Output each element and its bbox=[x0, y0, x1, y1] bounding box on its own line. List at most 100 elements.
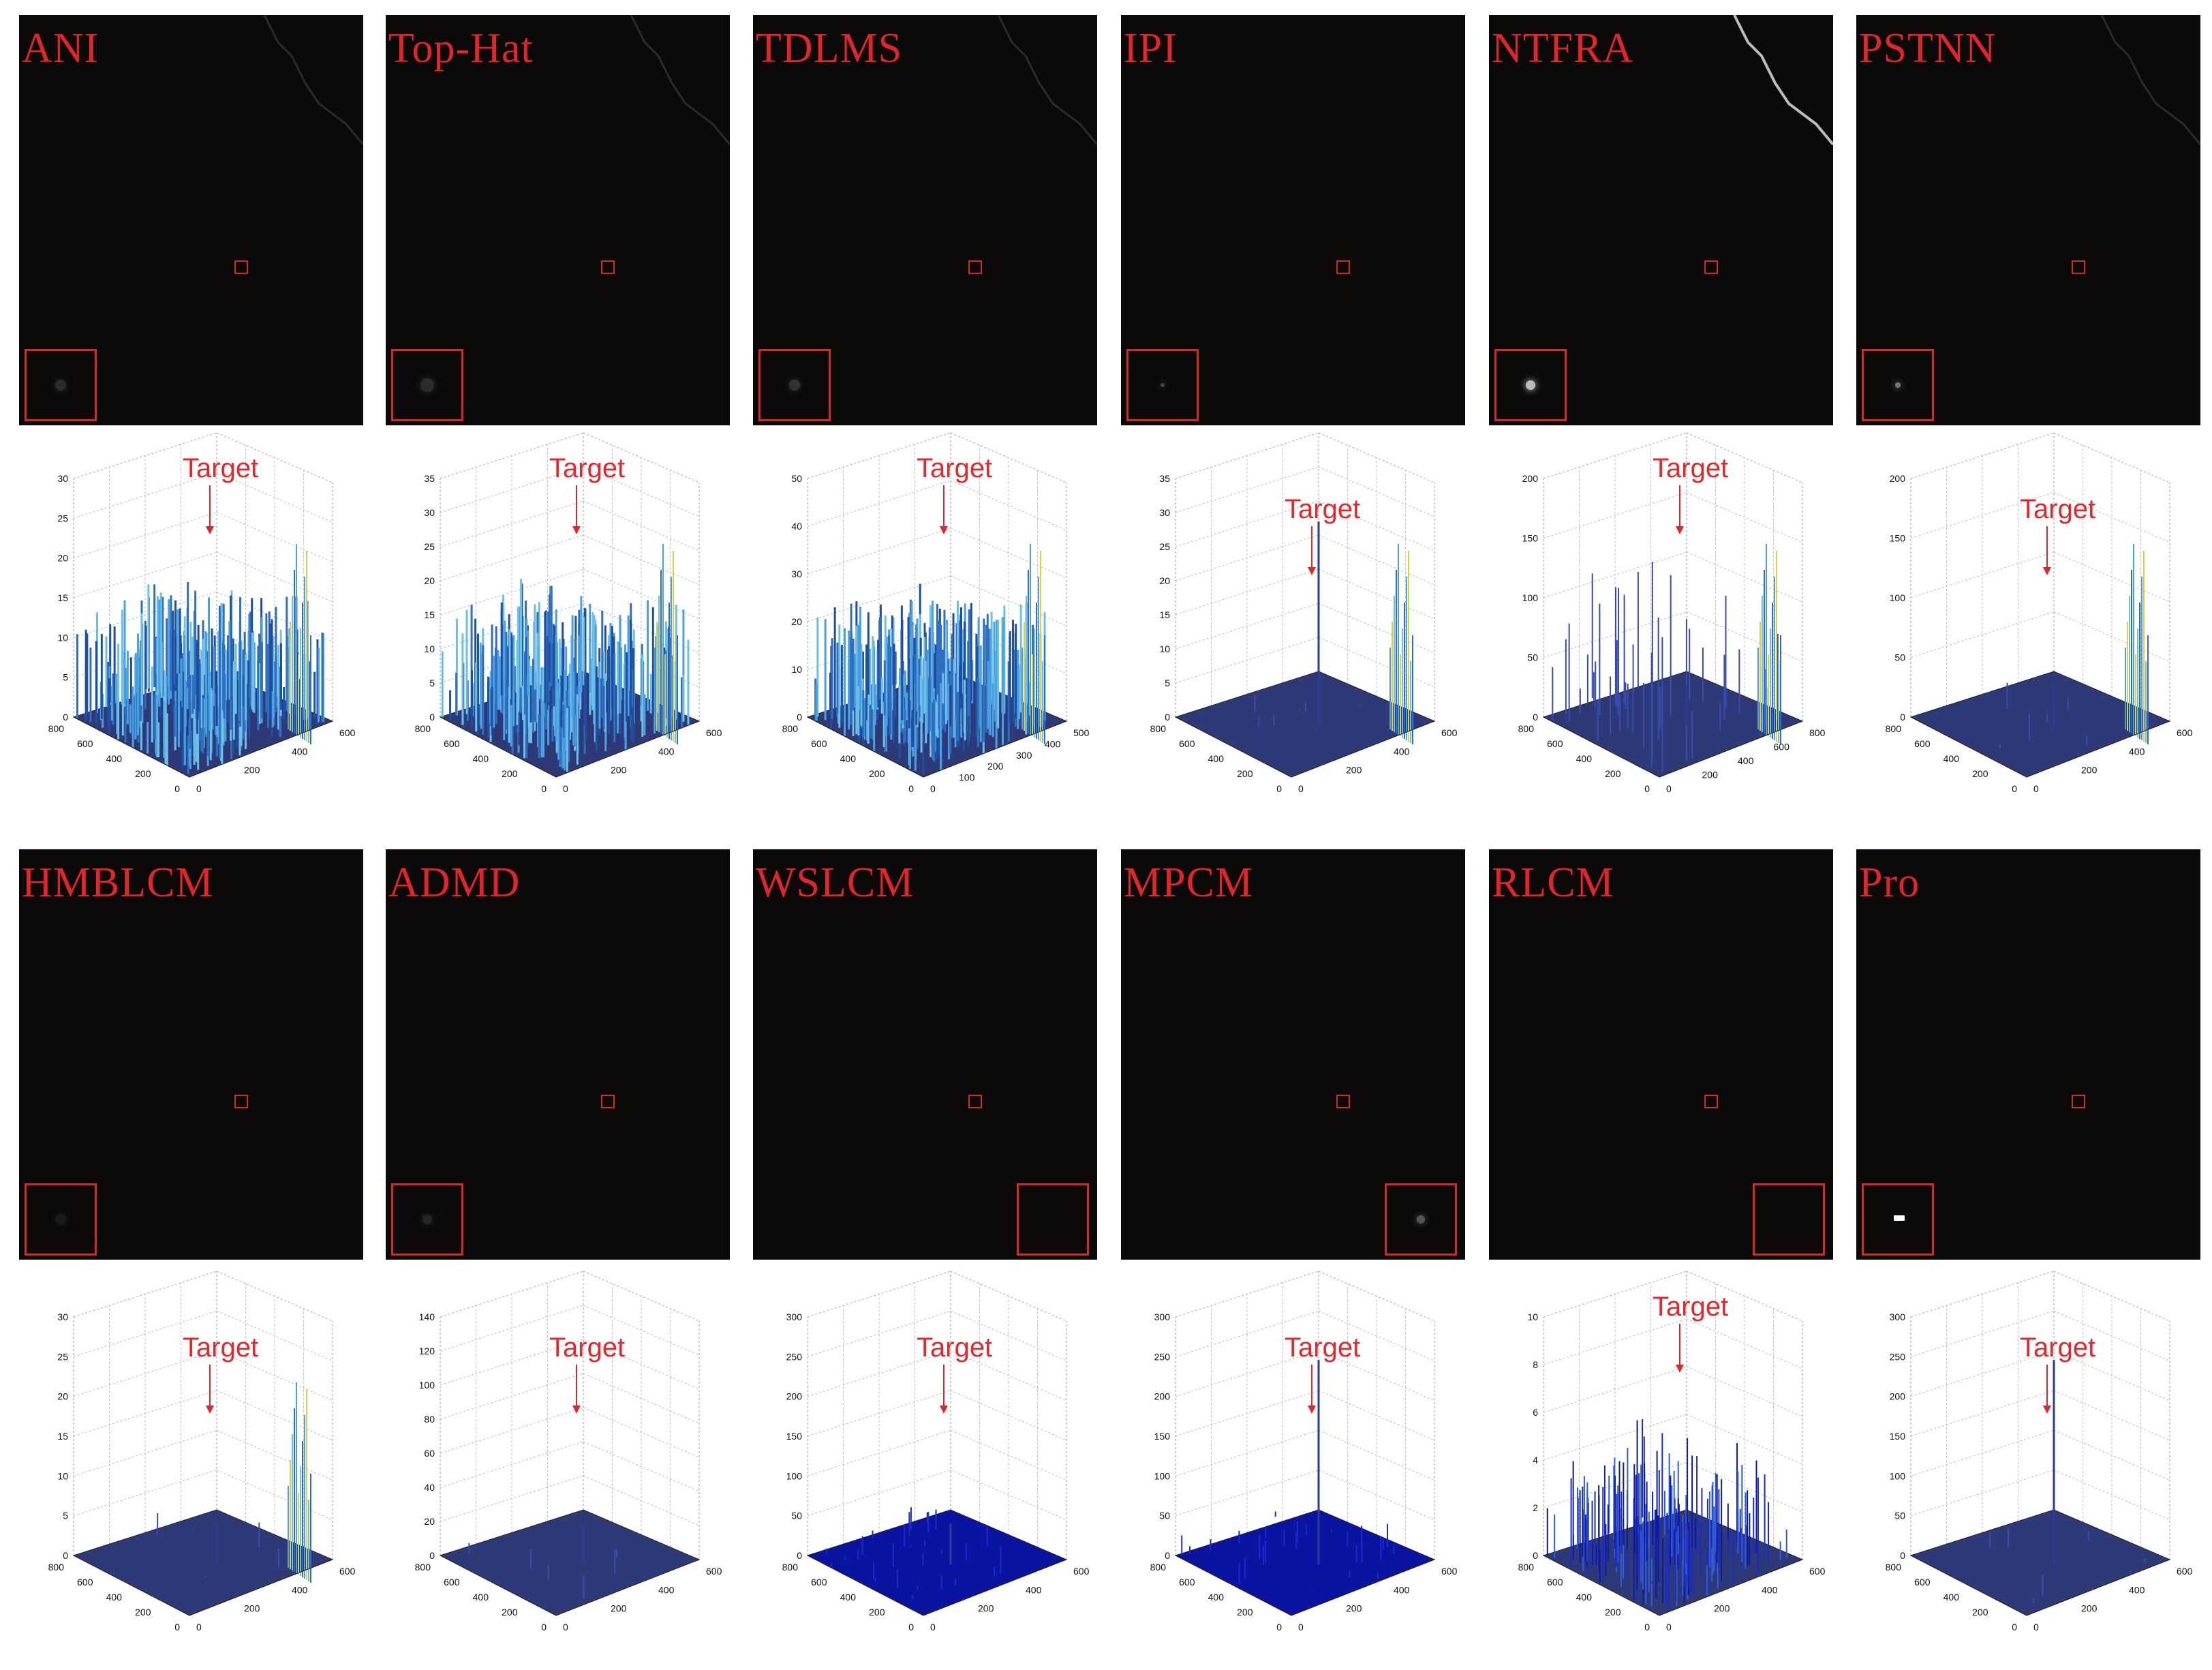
arrow-head bbox=[940, 526, 948, 534]
z-tick-label: 0 bbox=[1533, 1550, 1538, 1561]
x-tick-label: 400 bbox=[2129, 1584, 2145, 1595]
zoomed-inset-box bbox=[25, 349, 97, 421]
z-tick-label: 25 bbox=[57, 513, 68, 523]
y-tick-label: 600 bbox=[1179, 738, 1195, 749]
z-tick-label: 100 bbox=[786, 1470, 803, 1481]
x-tick-label: 600 bbox=[706, 1566, 722, 1577]
y-tick-label: 600 bbox=[444, 1577, 460, 1588]
target-spot bbox=[1417, 1215, 1425, 1224]
target-annotation: Target bbox=[917, 453, 992, 483]
x-tick-label: 200 bbox=[978, 1603, 994, 1614]
x-tick-label: 200 bbox=[611, 765, 627, 776]
x-tick-label: 200 bbox=[987, 761, 1004, 772]
z-tick-label: 15 bbox=[57, 1431, 68, 1442]
z-tick-label: 0 bbox=[1900, 1550, 1905, 1561]
z-tick-label: 300 bbox=[1890, 1311, 1906, 1322]
background-clutter bbox=[997, 15, 1097, 145]
z-tick-label: 50 bbox=[791, 1510, 802, 1521]
x-tick-label: 0 bbox=[1298, 1622, 1304, 1633]
x-tick-label: 0 bbox=[196, 783, 202, 794]
y-tick-label: 400 bbox=[106, 753, 123, 764]
target-annotation: Target bbox=[1653, 1292, 1728, 1322]
surface-plot-pstnn: 0 50 100 150 200 0 200 400 600 800 0 200 400 600 Targe… bbox=[1849, 432, 2211, 818]
y-tick-label: 0 bbox=[1276, 783, 1282, 794]
z-tick-label: 5 bbox=[63, 672, 68, 683]
z-tick-label: 2 bbox=[1533, 1502, 1538, 1513]
z-tick-label: 50 bbox=[1894, 652, 1905, 663]
y-tick-label: 400 bbox=[106, 1592, 123, 1603]
zoomed-inset-box bbox=[1862, 349, 1934, 421]
arrow-head bbox=[2043, 567, 2051, 575]
y-tick-label: 200 bbox=[1237, 768, 1253, 779]
background-clutter bbox=[263, 15, 363, 145]
zoomed-inset-box bbox=[25, 1183, 97, 1256]
x-tick-label: 0 bbox=[563, 783, 568, 794]
target-marker-box bbox=[2072, 1095, 2085, 1108]
x-tick-label: 600 bbox=[339, 1566, 356, 1577]
z-tick-label: 150 bbox=[786, 1431, 803, 1442]
x-tick-label: 600 bbox=[1809, 1566, 1826, 1577]
x-tick-label: 400 bbox=[658, 746, 675, 757]
z-tick-label: 150 bbox=[1522, 533, 1539, 544]
method-label: TDLMS bbox=[756, 25, 903, 72]
x-tick-label: 600 bbox=[1441, 1566, 1458, 1577]
x-tick-label: 200 bbox=[1714, 1603, 1730, 1614]
arrow-head bbox=[206, 1406, 214, 1414]
z-tick-label: 250 bbox=[1154, 1351, 1171, 1362]
x-tick-label: 600 bbox=[2177, 727, 2193, 738]
y-tick-label: 600 bbox=[811, 1577, 827, 1588]
y-tick-label: 200 bbox=[1237, 1607, 1253, 1618]
result-image-pstnn: PSTNN bbox=[1856, 15, 2200, 425]
result-image-rlcm: RLCM bbox=[1489, 849, 1833, 1260]
z-tick-label: 10 bbox=[57, 632, 68, 643]
x-tick-label: 100 bbox=[959, 772, 975, 783]
y-tick-label: 200 bbox=[1605, 1607, 1621, 1618]
zoomed-inset-box bbox=[1385, 1183, 1457, 1256]
z-tick-label: 200 bbox=[1522, 473, 1539, 484]
target-annotation: Target bbox=[2020, 1333, 2095, 1363]
z-tick-label: 25 bbox=[424, 541, 435, 552]
y-tick-label: 800 bbox=[1150, 723, 1167, 734]
y-tick-label: 800 bbox=[415, 723, 431, 734]
z-tick-label: 80 bbox=[424, 1414, 435, 1425]
y-tick-label: 800 bbox=[782, 723, 799, 734]
y-tick-label: 600 bbox=[1547, 1577, 1563, 1588]
x-tick-label: 600 bbox=[1073, 1566, 1090, 1577]
method-label: RLCM bbox=[1492, 860, 1614, 906]
y-tick-label: 200 bbox=[135, 1607, 151, 1618]
x-tick-label: 200 bbox=[1346, 765, 1362, 776]
y-tick-label: 200 bbox=[502, 768, 518, 779]
surface-plot-ntfra: 0 50 100 150 200 0 200 400 600 800 0 200 400 600 800 Ta… bbox=[1482, 432, 1843, 818]
z-tick-label: 35 bbox=[1159, 473, 1170, 484]
x-tick-label: 400 bbox=[2129, 746, 2145, 757]
y-tick-label: 0 bbox=[2012, 1622, 2017, 1633]
z-tick-label: 25 bbox=[1159, 541, 1170, 552]
target-marker-box bbox=[234, 260, 248, 274]
target-annotation: Target bbox=[2020, 494, 2095, 524]
surface-plot-wslcm: 0 50 100 150 200 250 300 0 200 400 600 800 0 200 400 60… bbox=[746, 1271, 1107, 1656]
z-tick-label: 200 bbox=[1890, 1391, 1906, 1402]
target-spot bbox=[789, 380, 800, 391]
target-marker-box bbox=[601, 260, 615, 274]
x-tick-label: 0 bbox=[930, 783, 936, 794]
x-tick-label: 800 bbox=[1809, 727, 1826, 738]
x-tick-label: 400 bbox=[1026, 1584, 1042, 1595]
y-tick-label: 400 bbox=[473, 753, 489, 764]
z-tick-label: 0 bbox=[1533, 712, 1538, 723]
zoomed-inset-box bbox=[758, 349, 831, 421]
target-spot bbox=[55, 380, 66, 391]
arrow-head bbox=[1676, 526, 1684, 534]
y-tick-label: 400 bbox=[840, 753, 857, 764]
z-tick-label: 20 bbox=[424, 575, 435, 586]
y-tick-label: 800 bbox=[48, 723, 65, 734]
target-annotation: Target bbox=[549, 453, 625, 483]
x-tick-label: 0 bbox=[1298, 783, 1304, 794]
y-tick-label: 200 bbox=[1972, 1607, 1988, 1618]
z-tick-label: 10 bbox=[1527, 1311, 1538, 1322]
z-tick-label: 10 bbox=[1159, 643, 1170, 654]
y-tick-label: 600 bbox=[1547, 738, 1563, 749]
surface-plot-pro: 0 50 100 150 200 250 300 0 200 400 600 800 0 200 400 60… bbox=[1849, 1271, 2211, 1656]
y-tick-label: 600 bbox=[77, 1577, 93, 1588]
target-marker-box bbox=[1336, 260, 1350, 274]
